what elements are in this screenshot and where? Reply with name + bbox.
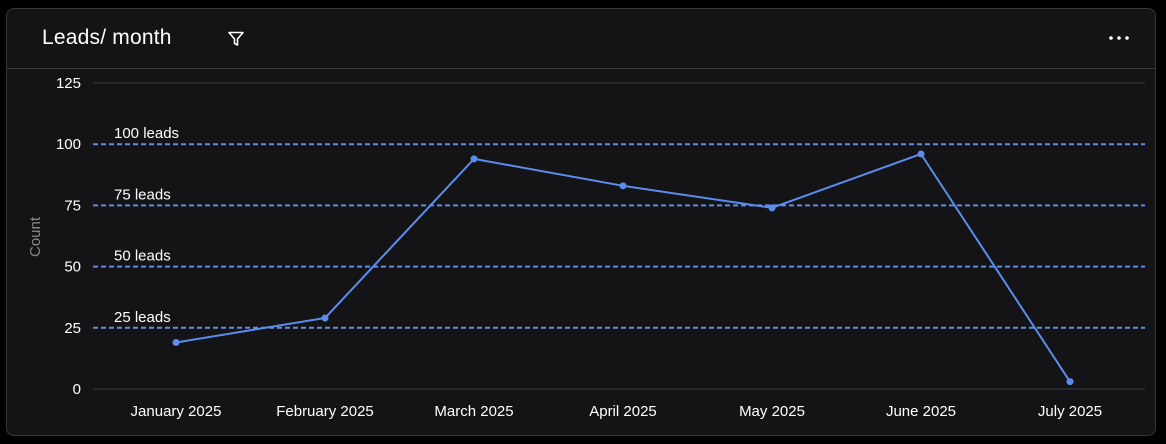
x-tick-label: April 2025	[589, 403, 657, 420]
y-axis-ticks: 0 25 50 75 100 125	[56, 75, 81, 398]
data-point[interactable]	[619, 182, 627, 190]
card-header: Leads/ month	[7, 9, 1155, 69]
x-tick-label: July 2025	[1038, 403, 1102, 420]
y-tick-label: 25	[64, 320, 81, 337]
x-tick-label: June 2025	[886, 403, 956, 420]
reference-lines: 100 leads 75 leads 50 leads 25 leads	[93, 125, 1145, 329]
y-tick-label: 75	[64, 197, 81, 214]
more-horizontal-icon[interactable]	[1107, 27, 1131, 47]
y-tick-label: 50	[64, 259, 81, 276]
y-tick-label: 0	[73, 381, 81, 398]
y-tick-label: 125	[56, 75, 81, 92]
reference-line-label: 75 leads	[114, 186, 171, 203]
data-point[interactable]	[1066, 378, 1074, 386]
y-axis-label: Count	[27, 216, 44, 257]
chart-card: Leads/ month 0 25 50 75 100 125 100 leads 75 l…	[6, 8, 1156, 436]
chart-title: Leads/ month	[42, 26, 172, 49]
reference-line-label: 50 leads	[114, 248, 171, 265]
y-tick-label: 100	[56, 136, 81, 153]
data-point[interactable]	[321, 314, 329, 322]
data-point[interactable]	[172, 338, 180, 346]
reference-line-label: 100 leads	[114, 125, 179, 142]
data-point[interactable]	[917, 150, 925, 158]
x-tick-label: March 2025	[434, 403, 513, 420]
data-point[interactable]	[470, 155, 478, 163]
line-chart: 0 25 50 75 100 125 100 leads 75 leads 50 leads 2…	[27, 75, 1145, 420]
x-tick-label: February 2025	[276, 403, 374, 420]
x-tick-label: January 2025	[131, 403, 222, 420]
reference-line-label: 25 leads	[114, 309, 171, 326]
x-axis-ticks: January 2025 February 2025 March 2025 April…	[131, 403, 1103, 420]
x-tick-label: May 2025	[739, 403, 805, 420]
filter-icon[interactable]	[226, 29, 246, 49]
chart-area: 0 25 50 75 100 125 100 leads 75 leads 50 leads 2…	[7, 9, 1155, 435]
data-point[interactable]	[768, 204, 776, 212]
data-points	[172, 150, 1074, 386]
